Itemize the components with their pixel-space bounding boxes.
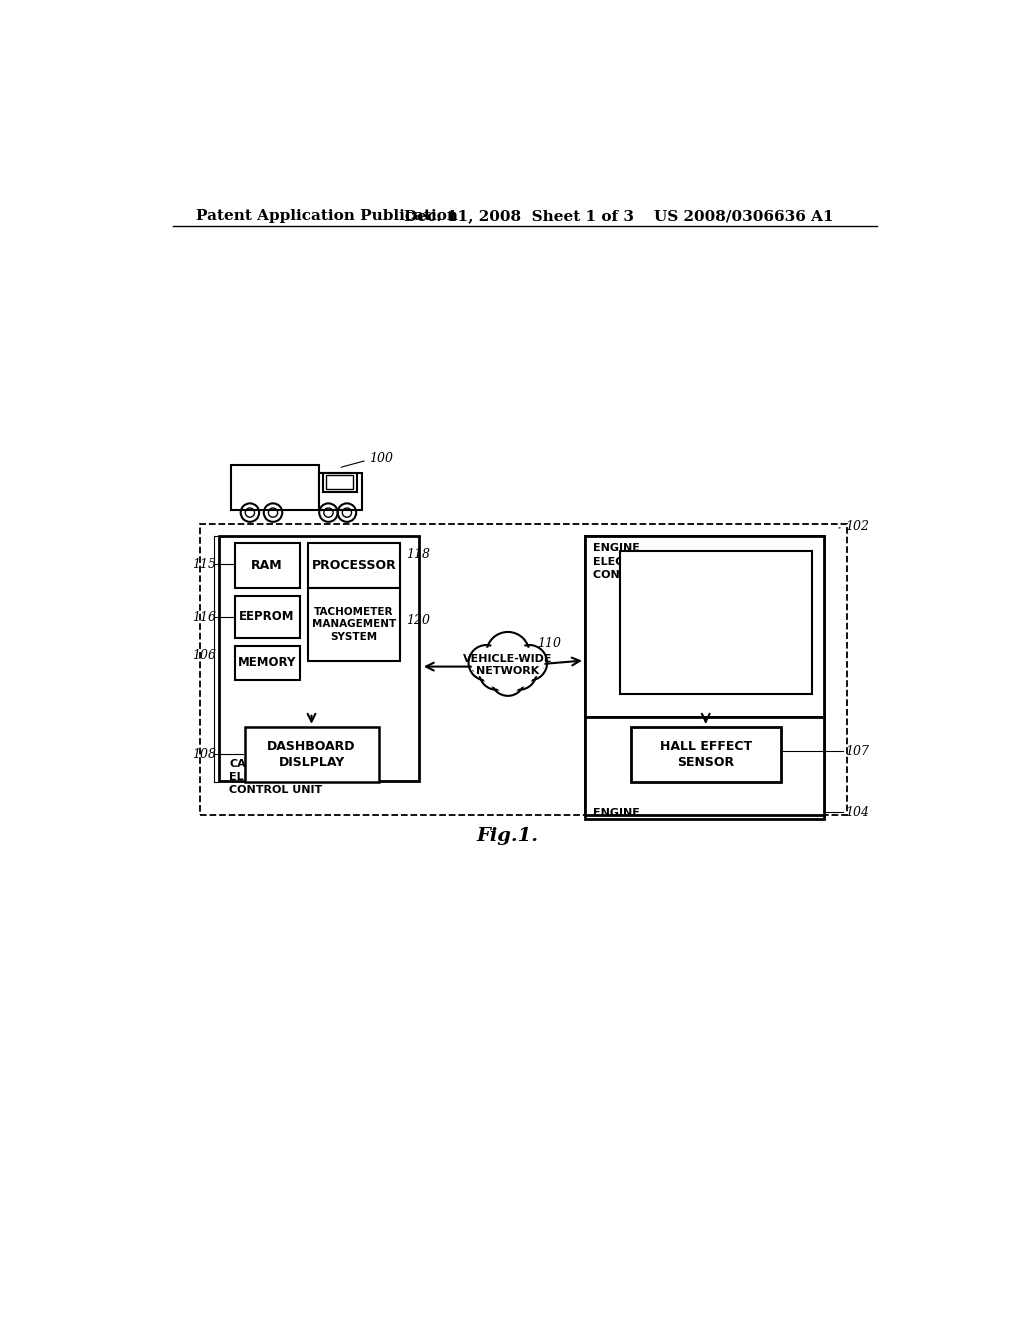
Text: Dec. 11, 2008  Sheet 1 of 3: Dec. 11, 2008 Sheet 1 of 3 [403,209,634,223]
Text: 102: 102 [845,520,869,533]
Text: 108: 108 [193,748,216,760]
Text: 104: 104 [845,805,869,818]
Circle shape [489,635,526,672]
Text: 100: 100 [370,453,393,465]
Text: 110: 110 [538,638,561,649]
Circle shape [471,648,502,677]
Bar [585,717,823,816]
Text: ENGINE: ENGINE [593,808,639,817]
Circle shape [482,659,511,688]
Bar [585,536,823,717]
Circle shape [503,656,537,689]
Text: TACHOMETER
MANAGEMENT
SYSTEM: TACHOMETER MANAGEMENT SYSTEM [311,607,396,642]
Bar [323,473,357,492]
Text: DASHBOARD
DISLPLAY: DASHBOARD DISLPLAY [267,741,355,768]
Text: US 2008/0306636 A1: US 2008/0306636 A1 [654,209,834,223]
Bar [234,645,300,681]
Text: RAM: RAM [251,560,283,573]
Bar [620,552,812,693]
Bar [585,536,823,818]
Text: ENGINE
ELECTRONIC
CONTROL UNIT: ENGINE ELECTRONIC CONTROL UNIT [593,544,686,579]
Bar [230,465,319,510]
Bar [200,524,847,816]
Circle shape [512,645,547,681]
Circle shape [505,659,534,688]
Text: CAB-MOUNTED
ELECTRONIC
CONTROL UNIT: CAB-MOUNTED ELECTRONIC CONTROL UNIT [229,759,323,796]
Circle shape [469,645,504,681]
Circle shape [514,648,545,677]
Circle shape [490,663,525,696]
Text: Fig.1.: Fig.1. [477,828,539,845]
Text: 118: 118 [407,548,430,561]
Bar [307,589,400,661]
Text: 120: 120 [407,614,430,627]
Text: 115: 115 [193,557,216,570]
Text: HALL EFFECT
SENSOR: HALL EFFECT SENSOR [659,741,752,768]
Text: 106: 106 [193,648,216,661]
Bar [245,727,379,781]
Text: MEMORY: MEMORY [238,656,296,669]
Text: Patent Application Publication: Patent Application Publication [196,209,458,223]
Text: 107: 107 [845,744,869,758]
Text: VEHICLE-WIDE
NETWORK: VEHICLE-WIDE NETWORK [463,653,553,676]
Text: EEPROM: EEPROM [239,610,295,623]
Bar [319,473,361,510]
Bar [326,475,353,488]
Text: 116: 116 [193,611,216,624]
Text: PROCESSOR: PROCESSOR [311,560,396,573]
Bar [219,536,419,780]
Bar [234,595,300,638]
Bar [234,544,300,589]
Circle shape [494,664,522,693]
Circle shape [486,632,529,675]
Bar [307,544,400,589]
Bar [631,727,781,781]
Circle shape [479,656,513,689]
